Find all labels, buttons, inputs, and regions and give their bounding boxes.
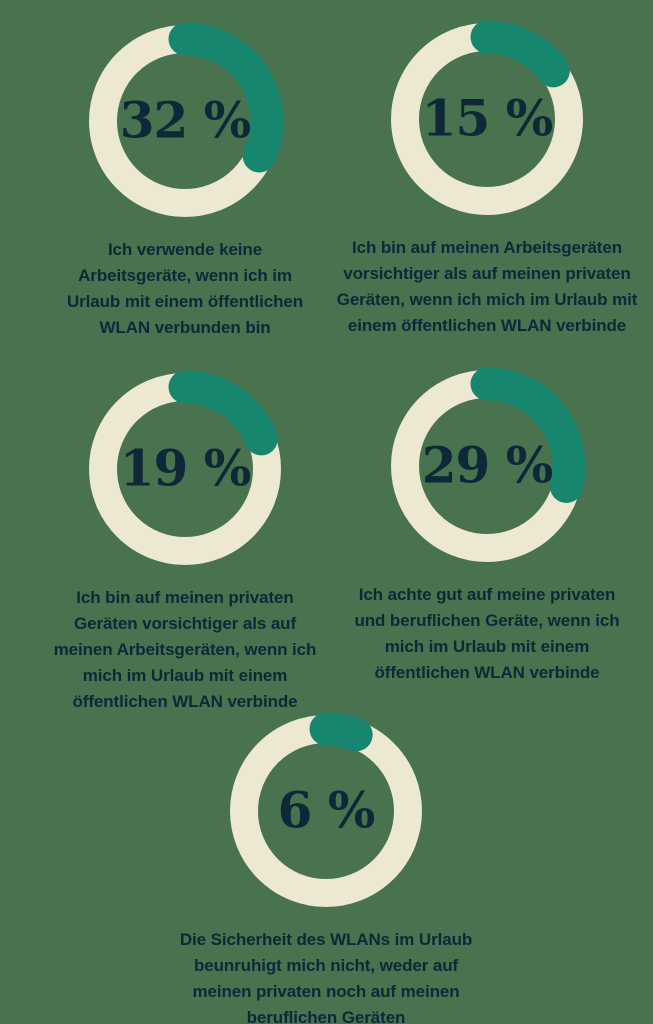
donut-percentage-label: 29 % — [421, 435, 553, 495]
donut-chart-item-2: 15 % Ich bin auf meinen Arbeitsgeräten v… — [322, 19, 652, 339]
donut-4: 29 % — [387, 366, 587, 566]
donut-3: 19 % — [85, 369, 285, 569]
donut-percentage-label: 15 % — [421, 88, 553, 148]
donut-value-arc — [86, 370, 284, 568]
donut-percentage-label: 32 % — [119, 90, 251, 150]
donut-5: 6 % — [226, 711, 426, 911]
donut-percentage-label: 19 % — [119, 438, 251, 498]
donut-value-arc — [388, 367, 586, 565]
donut-svg-5 — [227, 712, 425, 910]
donut-svg-3 — [86, 370, 284, 568]
donut-chart-item-4: 29 % Ich achte gut auf meine privaten un… — [322, 366, 652, 686]
donut-caption: Ich bin auf meinen Arbeitsgeräten vorsic… — [336, 238, 638, 335]
donut-caption: Ich verwende keine Arbeitsgeräte, wenn i… — [66, 240, 304, 337]
donut-chart-item-1: 32 % Ich verwende keine Arbeitsgeräte, w… — [30, 21, 340, 341]
donut-caption: Die Sicherheit des WLANs im Urlaub beunr… — [179, 930, 473, 1024]
donut-caption: Ich bin auf meinen privaten Geräten vors… — [53, 588, 317, 711]
donut-chart-item-5: 6 % Die Sicherheit des WLANs im Urlaub b… — [161, 711, 491, 1024]
donut-svg-2 — [388, 20, 586, 218]
donut-svg-1 — [86, 22, 284, 220]
donut-value-arc — [86, 22, 284, 220]
donut-svg-4 — [388, 367, 586, 565]
donut-value-arc — [388, 20, 586, 218]
donut-percentage-label: 6 % — [277, 780, 376, 840]
donut-2: 15 % — [387, 19, 587, 219]
donut-chart-item-3: 19 % Ich bin auf meinen privaten Geräten… — [30, 369, 340, 715]
donut-caption: Ich achte gut auf meine privaten und ber… — [354, 585, 620, 682]
donut-1: 32 % — [85, 21, 285, 221]
donut-value-arc — [227, 712, 425, 910]
